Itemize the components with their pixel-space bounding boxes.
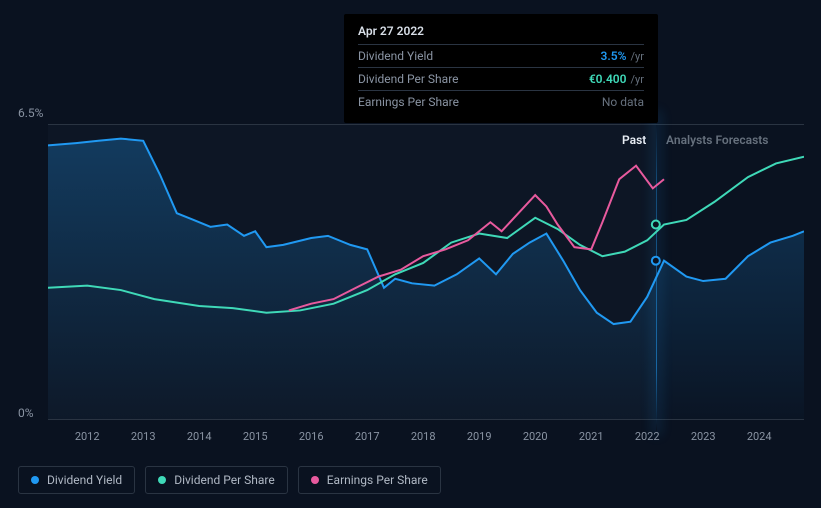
y-axis-min: 0%	[18, 406, 34, 420]
tooltip-row-value: 3.5%/yr	[601, 49, 644, 63]
dividend-yield-area	[48, 139, 804, 419]
tooltip-date: Apr 27 2022	[358, 24, 644, 44]
x-tick: 2012	[75, 430, 100, 443]
chart-svg	[48, 125, 804, 419]
legend-dot-icon	[31, 476, 39, 484]
legend-item[interactable]: Dividend Yield	[18, 466, 135, 494]
x-tick: 2017	[355, 430, 380, 443]
tooltip-rows: Dividend Yield 3.5%/yr Dividend Per Share €…	[358, 44, 644, 113]
dividend-chart: Apr 27 2022 Dividend Yield3.5%/yrDividen…	[0, 0, 821, 508]
tooltip-row-label: Dividend Per Share	[358, 72, 459, 86]
tooltip-row-label: Dividend Yield	[358, 49, 433, 63]
x-tick: 2024	[747, 430, 772, 443]
x-tick: 2014	[187, 430, 212, 443]
y-axis-max: 6.5%	[18, 106, 43, 120]
x-tick: 2015	[243, 430, 268, 443]
legend-label: Dividend Yield	[47, 473, 122, 487]
legend-label: Dividend Per Share	[174, 473, 275, 487]
x-tick: 2019	[467, 430, 492, 443]
legend: Dividend Yield Dividend Per Share Earnings…	[18, 466, 441, 494]
hover-marker-dps	[652, 221, 660, 229]
tooltip-row: Earnings Per Share No data	[358, 90, 644, 113]
x-tick: 2016	[299, 430, 324, 443]
x-tick: 2021	[579, 430, 604, 443]
legend-item[interactable]: Earnings Per Share	[298, 466, 441, 494]
legend-dot-icon	[158, 476, 166, 484]
x-axis: 2012 2013 2014 2015 2016 2017 2018 2019 2020 2021…	[48, 430, 804, 450]
legend-label: Earnings Per Share	[327, 473, 428, 487]
x-tick: 2022	[635, 430, 660, 443]
tooltip-row-label: Earnings Per Share	[358, 95, 459, 109]
tooltip-row: Dividend Per Share €0.400/yr	[358, 67, 644, 90]
legend-dot-icon	[311, 476, 319, 484]
legend-item[interactable]: Dividend Per Share	[145, 466, 288, 494]
chart-tooltip: Apr 27 2022 Dividend Yield3.5%/yrDividen…	[344, 14, 658, 123]
hover-marker-yield	[652, 257, 660, 265]
tooltip-row-value: No data	[602, 95, 644, 109]
x-tick: 2020	[523, 430, 548, 443]
plot-area[interactable]: Past Analysts Forecasts	[48, 124, 804, 420]
x-tick: 2013	[131, 430, 156, 443]
x-tick: 2023	[691, 430, 716, 443]
tooltip-row-value: €0.400/yr	[589, 72, 644, 86]
tooltip-row: Dividend Yield 3.5%/yr	[358, 44, 644, 67]
x-tick: 2018	[411, 430, 436, 443]
